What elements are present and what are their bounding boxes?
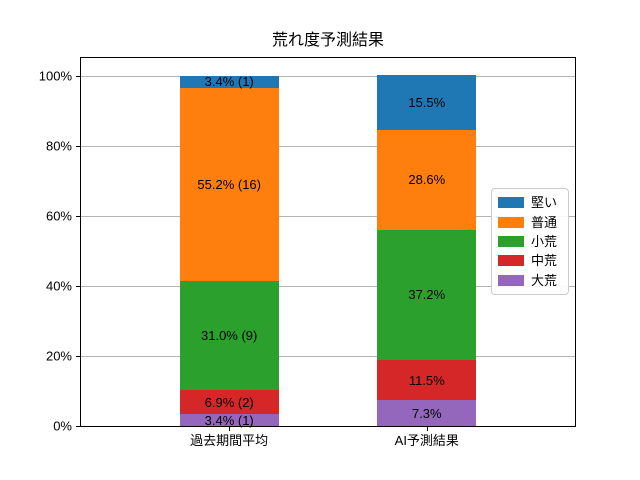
legend-swatch-icon: [498, 255, 524, 267]
bar-segment-label: 37.2%: [408, 287, 446, 303]
x-tick-label-category: 過去期間平均: [190, 433, 269, 448]
y-tick-mark: [76, 75, 80, 77]
y-tick-mark: [76, 215, 80, 217]
bar-segment-label: 15.5%: [408, 94, 446, 110]
x-tick-mark: [426, 427, 428, 431]
bar-segment-label: 55.2% (16): [197, 177, 261, 193]
bar-segment-大荒: 3.4% (1): [179, 412, 279, 428]
bar-segment-label: 11.5%: [408, 372, 445, 388]
y-tick-mark: [76, 426, 80, 427]
x-tick-label-category: AI予測結果: [394, 433, 459, 448]
legend-label: 大荒: [531, 272, 558, 288]
y-tick-label: 20%: [45, 348, 72, 364]
bar-segment-label: 7.3%: [411, 405, 442, 421]
legend-item: 小荒: [498, 235, 562, 248]
bar-segment-label: 3.4% (1): [204, 412, 254, 428]
legend: 堅い普通小荒中荒大荒: [491, 188, 569, 295]
y-tick-mark: [76, 355, 80, 357]
bar-segment-小荒: 31.0% (9): [179, 281, 279, 390]
bar-segment-label: 31.0% (9): [201, 328, 258, 344]
gridline: [81, 355, 575, 357]
bar-segment-普通: 28.6%: [377, 129, 477, 230]
legend-label: 中荒: [531, 253, 558, 269]
legend-swatch-icon: [498, 274, 524, 286]
legend-swatch-icon: [498, 197, 524, 209]
y-tick-label: 80%: [45, 138, 72, 154]
y-tick-mark: [76, 145, 80, 147]
legend-label: 普通: [531, 214, 558, 230]
legend-item: 大荒: [498, 274, 562, 287]
chart-title: 荒れ度予測結果: [271, 32, 384, 49]
bar-segment-label: 3.4% (1): [204, 74, 254, 90]
bar-segment-堅い: 3.4% (1): [179, 74, 279, 90]
legend-item: 堅い: [498, 196, 562, 209]
gridline: [81, 285, 575, 287]
bar-segment-堅い: 15.5%: [377, 75, 477, 130]
legend-label: 堅い: [531, 195, 558, 211]
gridline: [81, 215, 575, 217]
legend-swatch-icon: [498, 235, 524, 247]
y-tick-label: 40%: [45, 278, 72, 294]
bar-segment-普通: 55.2% (16): [179, 87, 279, 282]
legend-item: 中荒: [498, 254, 562, 267]
y-tick-mark: [76, 285, 80, 287]
gridline: [81, 145, 575, 147]
bar-segment-大荒: 7.3%: [377, 400, 477, 426]
legend-swatch-icon: [498, 216, 524, 228]
bar-segment-label: 6.9% (2): [204, 394, 254, 410]
bar-segment-中荒: 6.9% (2): [179, 389, 279, 415]
x-tick-mark: [229, 427, 231, 431]
y-tick-label: 0%: [53, 418, 72, 434]
y-tick-label: 100%: [38, 68, 72, 84]
y-tick-label: 60%: [45, 208, 72, 224]
legend-label: 小荒: [531, 233, 558, 249]
bar-segment-label: 28.6%: [408, 172, 446, 188]
gridline: [81, 75, 575, 77]
bar-segment-小荒: 37.2%: [377, 229, 477, 361]
legend-item: 普通: [498, 216, 562, 229]
bar-segment-中荒: 11.5%: [377, 360, 477, 401]
